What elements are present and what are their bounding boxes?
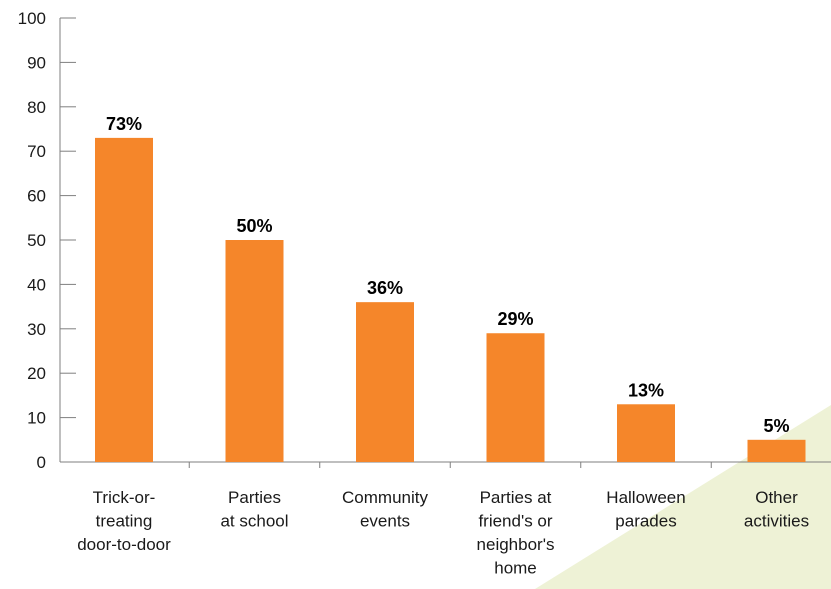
category-label: Parties at school [220,488,288,531]
category-label-line: Community [342,488,428,507]
y-tick-label: 100 [18,9,46,28]
bars-group [95,137,806,462]
y-tick-label: 90 [27,53,46,72]
category-label-line: Other [755,488,798,507]
category-label-line: at school [220,512,288,531]
x-axis [60,461,831,468]
data-label: 50% [236,216,272,236]
category-label-line: events [360,512,410,531]
y-tick-label: 30 [27,320,46,339]
category-label: Community events [342,488,428,531]
bar [747,439,806,462]
category-label: Halloween parades [606,488,685,531]
y-tick-label: 10 [27,409,46,428]
y-tick-label: 60 [27,187,46,206]
category-label-line: Parties [228,488,281,507]
data-label: 13% [628,380,664,400]
category-label-line: Parties at [480,488,552,507]
category-label-line: activities [744,512,809,531]
category-label-line: parades [615,512,676,531]
y-tick-label: 20 [27,364,46,383]
category-label-line: Halloween [606,488,685,507]
bar [617,404,675,462]
bar [356,302,414,462]
category-label-line: neighbor's [477,535,555,554]
y-tick-label: 50 [27,231,46,250]
category-labels-group: Trick-or-treating door-to-door Parties at s… [77,488,809,578]
category-label-line: door-to-door [77,535,171,554]
category-label: Trick-or-treating door-to-door [77,488,171,554]
data-label: 29% [497,309,533,329]
bar [486,333,545,462]
category-label-line: Trick-or- [93,488,156,507]
category-label-line: friend's or [478,512,552,531]
category-label: Parties at friend's or neighbor's home [477,488,555,578]
category-label-line: home [494,559,537,578]
y-axis: 0 10 20 30 40 50 60 70 80 90 100 [18,9,76,472]
category-label: Other activities [744,488,809,531]
data-label: 36% [367,278,403,298]
category-label-line: treating [96,512,153,531]
data-labels-group: 73% 50% 36% 29% 13% 5% [106,114,790,436]
data-label: 5% [763,416,789,436]
bar [95,137,153,462]
y-tick-label: 0 [37,453,46,472]
y-tick-label: 40 [27,275,46,294]
data-label: 73% [106,114,142,134]
bar [225,240,284,462]
y-tick-label: 70 [27,142,46,161]
y-tick-label: 80 [27,98,46,117]
